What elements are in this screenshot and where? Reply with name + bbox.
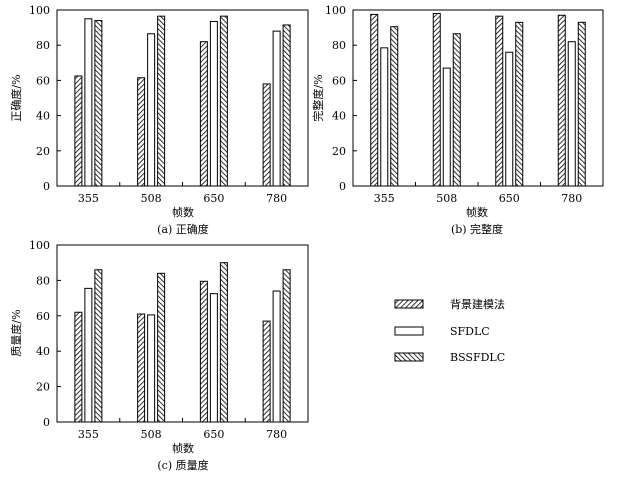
bar-background-modeling-780	[262, 320, 271, 423]
y-tick-label: 80	[36, 274, 50, 287]
bar-background-modeling-508	[432, 13, 441, 187]
y-axis-label: 正确度/%	[9, 74, 23, 121]
x-tick-label: 780	[266, 428, 287, 441]
x-axis-label: 帧数	[172, 205, 194, 219]
bar-bssfdlc-508	[452, 33, 461, 187]
bar-bssfdlc-650	[219, 262, 228, 423]
chart-panel-quality: 质量度/% 帧数 (c) 质量度 0 20 40 60 80 100 355 508 650 78…	[9, 239, 309, 472]
legend-label: 背景建模法	[450, 297, 505, 311]
bar-bssfdlc-355	[390, 26, 399, 187]
y-tick-label: 20	[332, 145, 346, 158]
chart-panel-accuracy: 正确度/% 帧数 (a) 正确度 0 20 40 60 80 100 355 508 650 78…	[9, 4, 309, 236]
x-tick-label: 355	[78, 428, 99, 441]
bar-background-modeling-508	[137, 77, 146, 187]
x-tick-label: 650	[203, 428, 224, 441]
y-tick-label: 40	[332, 110, 346, 123]
bar-bssfdlc-780	[577, 21, 586, 187]
y-tick-label: 100	[325, 4, 346, 17]
y-tick-label: 60	[36, 310, 50, 323]
y-tick-label: 100	[29, 239, 50, 252]
x-tick-label: 355	[78, 192, 99, 205]
bar-background-modeling-650	[199, 280, 208, 423]
bar-sfdlc-508	[147, 33, 156, 187]
x-tick-label: 780	[266, 192, 287, 205]
y-tick-label: 20	[36, 381, 50, 394]
y-tick-label: 0	[43, 180, 50, 193]
bar-sfdlc-650	[505, 51, 514, 187]
bar-background-modeling-355	[74, 311, 83, 423]
panel-caption: (c) 质量度	[157, 458, 208, 472]
legend-label: BSSFDLC	[450, 351, 505, 364]
y-tick-label: 80	[332, 39, 346, 52]
bar-background-modeling-508	[137, 313, 146, 423]
legend-swatch	[394, 326, 424, 336]
bar-sfdlc-650	[209, 293, 218, 423]
bar-sfdlc-355	[84, 18, 93, 187]
legend-swatch	[394, 299, 424, 309]
legend-swatch	[394, 352, 424, 362]
bar-background-modeling-650	[495, 15, 504, 187]
bar-background-modeling-355	[370, 13, 379, 187]
bar-background-modeling-355	[74, 75, 83, 187]
bar-bssfdlc-780	[282, 269, 291, 423]
panel-caption: (a) 正确度	[157, 222, 209, 236]
y-tick-label: 0	[43, 416, 50, 429]
legend-item-background-modeling: 背景建模法	[394, 297, 505, 311]
bar-sfdlc-780	[567, 41, 576, 187]
bar-sfdlc-508	[442, 67, 451, 187]
y-tick-label: 80	[36, 39, 50, 52]
legend-label: SFDLC	[450, 325, 490, 338]
x-tick-label: 508	[141, 192, 162, 205]
bar-sfdlc-780	[272, 290, 281, 423]
bar-bssfdlc-650	[515, 21, 524, 187]
bar-bssfdlc-508	[157, 15, 166, 187]
x-tick-label: 355	[374, 192, 395, 205]
y-tick-label: 60	[332, 74, 346, 87]
bar-sfdlc-508	[147, 314, 156, 423]
x-tick-label: 508	[436, 192, 457, 205]
y-tick-label: 60	[36, 74, 50, 87]
x-axis-label: 帧数	[466, 205, 488, 219]
y-tick-label: 40	[36, 110, 50, 123]
bar-sfdlc-355	[84, 287, 93, 423]
x-tick-label: 650	[203, 192, 224, 205]
bar-bssfdlc-508	[157, 272, 166, 423]
bar-background-modeling-780	[557, 14, 566, 187]
x-tick-label: 508	[141, 428, 162, 441]
bar-bssfdlc-355	[94, 20, 103, 187]
x-tick-label: 650	[499, 192, 520, 205]
legend-item-sfdlc: SFDLC	[394, 325, 490, 338]
chart-panel-completeness: 完整度/% 帧数 (b) 完整度 0 20 40 60 80 100 355 508 650 78…	[311, 4, 604, 236]
bar-bssfdlc-650	[219, 15, 228, 187]
y-axis-label: 质量度/%	[9, 309, 23, 356]
bar-bssfdlc-355	[94, 269, 103, 423]
y-tick-label: 0	[339, 180, 346, 193]
y-tick-label: 20	[36, 145, 50, 158]
bar-sfdlc-780	[272, 30, 281, 187]
bar-background-modeling-780	[262, 83, 271, 187]
bar-sfdlc-355	[380, 47, 389, 187]
chart-legend: 背景建模法 SFDLC BSSFDLC	[394, 297, 505, 364]
bar-sfdlc-650	[209, 20, 218, 187]
panel-caption: (b) 完整度	[451, 222, 503, 236]
legend-item-bssfdlc: BSSFDLC	[394, 351, 505, 364]
y-axis-label: 完整度/%	[311, 74, 325, 121]
y-tick-label: 100	[29, 4, 50, 17]
y-tick-label: 40	[36, 345, 50, 358]
bar-background-modeling-650	[199, 41, 208, 187]
x-tick-label: 780	[561, 192, 582, 205]
bar-bssfdlc-780	[282, 24, 291, 187]
x-axis-label: 帧数	[172, 441, 194, 455]
